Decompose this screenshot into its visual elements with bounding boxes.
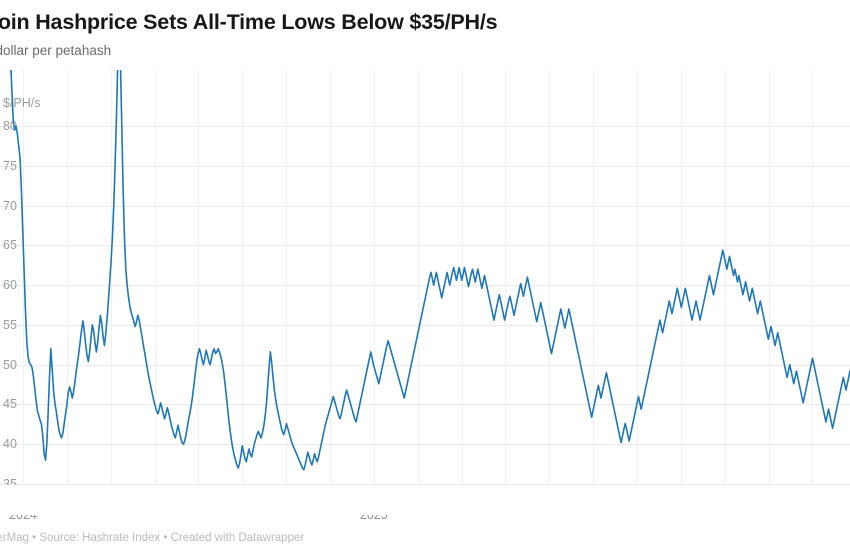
gridline-y-65 [0, 245, 850, 247]
gridline-x-6 [286, 70, 288, 485]
gridline-x-3 [154, 70, 156, 485]
hashprice-line-series [10, 70, 850, 471]
gridline-x-13 [593, 70, 595, 485]
y-axis-unit-label: $/PH/s [3, 96, 41, 110]
y-axis-tick-80: 80 [3, 119, 17, 133]
gridline-x-2 [110, 70, 112, 485]
plot-top-mask [0, 0, 850, 70]
gridline-x-10 [461, 70, 463, 485]
gridline-x-14 [636, 70, 638, 485]
gridline-x-11 [505, 70, 507, 485]
y-axis-tick-55: 55 [3, 317, 17, 332]
gridline-y-75 [0, 165, 850, 167]
gridline-y-45 [0, 404, 850, 406]
chart-title-overlay: Bitcoin Hashprice Sets All-Time Lows Bel… [0, 10, 498, 34]
y-axis-tick-40: 40 [3, 437, 17, 452]
gridline-y-50 [0, 364, 850, 366]
y-axis-tick-65: 65 [3, 238, 17, 253]
gridline-x-9 [417, 70, 419, 485]
gridline-y-70 [0, 205, 850, 207]
gridline-x-8 [373, 70, 375, 485]
y-axis-tick-75: 75 [3, 158, 17, 173]
y-axis-tick-70: 70 [3, 198, 17, 213]
gridline-x-15 [680, 70, 682, 485]
chart-subtitle-overlay: In US dollar per petahash [0, 43, 112, 58]
y-axis-tick-50: 50 [3, 357, 17, 372]
gridline-x-4 [198, 70, 200, 485]
series-clip [0, 70, 850, 485]
y-axis-tick-60: 60 [3, 278, 17, 293]
gridline-x-18 [812, 70, 814, 485]
gridline-x-1 [66, 70, 68, 485]
gridline-y-80 [0, 126, 850, 127]
gridline-x-16 [724, 70, 726, 485]
plot-bottom-mask [0, 485, 850, 515]
gridline-y-35 [0, 484, 850, 485]
gridline-x-17 [768, 70, 770, 485]
gridline-y-60 [0, 285, 850, 287]
gridline-x-5 [242, 70, 244, 485]
gridline-y-55 [0, 324, 850, 326]
chart-footer-credit: TheMinerMag • Source: Hashrate Index • C… [0, 532, 305, 544]
y-axis-tick-45: 45 [3, 397, 17, 412]
gridline-x-7 [329, 70, 331, 485]
gridline-x-12 [549, 70, 551, 485]
gridline-y-40 [0, 444, 850, 446]
